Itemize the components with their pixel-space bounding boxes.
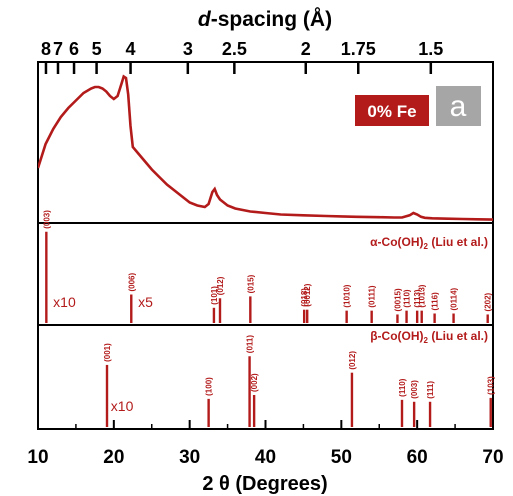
legend-text: 0% Fe (367, 102, 416, 121)
beta-peak-label-8: (103) (487, 376, 496, 395)
beta-peak-label-3: (002) (250, 373, 259, 392)
alpha-peak-label-1: (006) (127, 272, 136, 291)
alpha-peak-label-0: (003) (42, 210, 51, 229)
alpha-ref-title: α-Co(OH)2 (Liu et al.) (370, 235, 488, 251)
bottom-tick-label-2: 30 (179, 447, 200, 468)
alpha-ref-peaks: (003) (006) (101)(012) (015) (018)(0012) (101… (42, 210, 493, 323)
alpha-peak-label-10: (110) (403, 289, 412, 308)
alpha-peak-label-2: (101) (210, 286, 219, 305)
beta-ref-title: β-Co(OH)2 (Liu et al.) (370, 329, 488, 345)
bottom-tick-label-0: 10 (27, 447, 48, 468)
panel-label-box (436, 86, 481, 126)
alpha-peak-label-12: (1013) (418, 284, 427, 307)
top-tick-label-0: 8 (41, 39, 51, 59)
alpha-peak-label-15: (202) (484, 292, 493, 311)
bottom-tick-label-6: 70 (482, 447, 503, 468)
top-tick-label-4: 4 (126, 39, 136, 59)
top-tick-label-1: 7 (53, 39, 63, 59)
title-rest: -spacing (Å) (211, 7, 332, 31)
top-tick-label-6: 2.5 (222, 39, 247, 59)
alpha-peak-label-6: (0012) (303, 283, 312, 306)
alpha-peak-label-7: (1010) (343, 284, 352, 307)
beta-peak-label-7: (111) (426, 381, 435, 399)
top-tick-label-2: 6 (69, 39, 79, 59)
bottom-tick-label-1: 20 (103, 447, 124, 468)
beta-peak-label-2: (011) (246, 335, 255, 354)
title-italic-d: d (198, 8, 212, 31)
bottom-tick-label-4: 50 (331, 447, 352, 468)
chart-title: d-spacing (Å) (198, 7, 332, 31)
top-tick-label-5: 3 (183, 39, 193, 59)
alpha-peak-label-13: (116) (431, 292, 440, 311)
beta-peak-label-1: (100) (205, 377, 214, 396)
beta-peak-label-0: (001) (103, 343, 112, 362)
beta-multiplier-0: x10 (111, 398, 134, 414)
top-tick-label-3: 5 (92, 39, 102, 59)
top-tick-label-7: 2 (301, 39, 311, 59)
alpha-peak-label-4: (015) (246, 274, 255, 293)
beta-peak-label-5: (110) (398, 378, 407, 397)
alpha-peak-label-9: (0015) (393, 288, 402, 311)
bottom-2theta-axis: 10 20 30 40 50 60 70 (27, 420, 504, 468)
alpha-multiplier-1: x5 (138, 294, 153, 310)
alpha-peak-label-14: (0114) (450, 287, 459, 310)
top-tick-label-9: 1.5 (418, 39, 443, 59)
alpha-multiplier-0: x10 (53, 294, 76, 310)
top-tick-label-8: 1.75 (341, 39, 376, 59)
beta-peak-label-6: (003) (410, 380, 419, 399)
x-axis-label: 2 θ (Degrees) (202, 473, 327, 495)
alpha-peak-label-5: (018) (300, 288, 309, 307)
bottom-tick-label-5: 60 (407, 447, 428, 468)
alpha-peak-label-11: (113) (413, 289, 422, 308)
beta-peak-label-4: (012) (348, 351, 357, 370)
top-d-spacing-axis: 8 7 6 5 4 3 2.5 2 1.75 1.5 (41, 39, 443, 74)
beta-ref-peaks: (001) (100) (011) (002) (012) (110) (003) (111)… (103, 335, 496, 427)
xrd-pattern-line (38, 74, 493, 221)
alpha-peak-label-8: (0111) (368, 285, 377, 308)
bottom-tick-label-3: 40 (255, 447, 276, 468)
alpha-peak-label-3: (012) (216, 276, 225, 295)
legend-box (355, 95, 429, 126)
panel-label: a (450, 90, 467, 123)
